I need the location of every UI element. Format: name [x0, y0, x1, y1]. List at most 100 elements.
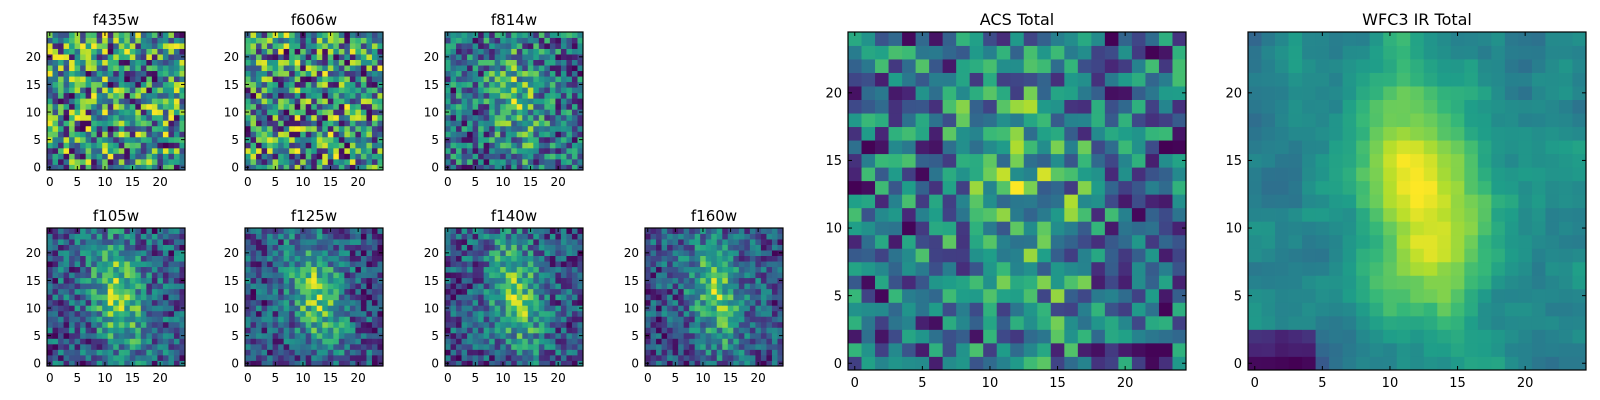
heatmap-cell [344, 266, 351, 273]
heatmap-cell [527, 310, 534, 317]
heatmap-cell [744, 327, 751, 334]
heatmap-cell [902, 180, 916, 195]
x-tick-label: 15 [723, 371, 738, 385]
heatmap-cell [85, 65, 92, 72]
heatmap-cell [349, 343, 356, 350]
axes-frame [444, 31, 584, 171]
heatmap-cell [58, 87, 64, 94]
heatmap-cell [450, 261, 457, 268]
heatmap-cell [360, 239, 367, 245]
heatmap-cell [571, 250, 578, 256]
heatmap-cell [577, 37, 584, 44]
heatmap-cell [549, 87, 556, 94]
heatmap-cell [305, 255, 312, 262]
heatmap-cell [256, 59, 262, 66]
heatmap-cell [494, 266, 501, 273]
heatmap-cell [645, 343, 651, 350]
heatmap-cell [511, 316, 518, 323]
heatmap-cell [146, 142, 153, 149]
heatmap-cell [456, 142, 462, 149]
heatmap-cell [366, 255, 373, 262]
heatmap-cell [1010, 180, 1025, 195]
heatmap-cell [483, 103, 490, 110]
heatmap-cell [305, 48, 312, 55]
heatmap-cell [179, 343, 186, 350]
heatmap-cell [956, 315, 971, 330]
heatmap-cell [456, 164, 462, 171]
heatmap-cell [705, 228, 712, 234]
heatmap-cell [755, 305, 762, 312]
heatmap-cell [478, 59, 485, 66]
heatmap-cell [727, 250, 734, 256]
heatmap-cell [344, 228, 351, 234]
heatmap-cell [135, 54, 142, 60]
heatmap-cell [63, 261, 70, 268]
axes-frame [444, 227, 584, 367]
heatmap-cell [261, 131, 268, 138]
heatmap-cell [722, 294, 729, 301]
heatmap-cell [135, 153, 142, 160]
heatmap-cell [861, 329, 876, 344]
heatmap-cell [349, 305, 356, 312]
heatmap-cell [494, 81, 501, 88]
heatmap-cell [118, 59, 125, 66]
heatmap-cell [333, 92, 340, 99]
heatmap-cell [179, 98, 186, 105]
heatmap-cell [505, 305, 512, 312]
heatmap-cell [656, 283, 662, 290]
heatmap-cell [533, 48, 540, 55]
heatmap-cell [571, 92, 578, 99]
heatmap-cell [74, 131, 81, 138]
heatmap-cell [305, 310, 312, 317]
heatmap-cell [522, 37, 529, 44]
heatmap-cell [283, 54, 290, 60]
heatmap-cell [333, 349, 340, 356]
heatmap-cell [267, 136, 273, 143]
heatmap-cell [360, 244, 367, 251]
heatmap-cell [571, 142, 578, 149]
heatmap-cell [118, 125, 125, 132]
heatmap-cell [316, 81, 323, 88]
x-tick-label: 0 [444, 371, 452, 385]
y-tick-label: 10 [424, 105, 439, 119]
heatmap-cell [124, 332, 131, 339]
heatmap-cell [522, 360, 529, 367]
heatmap-cell [146, 272, 153, 279]
heatmap-cell [700, 321, 707, 328]
heatmap-cell [135, 48, 142, 55]
heatmap-cell [58, 250, 64, 256]
heatmap-cell [107, 131, 114, 138]
heatmap-cell [179, 266, 186, 273]
heatmap-cell [168, 76, 175, 83]
heatmap-cell [261, 81, 268, 88]
heatmap-cell [533, 272, 540, 279]
heatmap-cell [661, 261, 668, 268]
heatmap-cell [69, 283, 75, 290]
heatmap-cell [311, 288, 318, 295]
heatmap-cell [129, 59, 136, 66]
heatmap-cell [146, 125, 153, 132]
heatmap-cell [146, 294, 153, 301]
heatmap-cell [544, 299, 551, 306]
heatmap-cell [261, 255, 268, 262]
heatmap-cell [500, 147, 507, 154]
heatmap-cell [283, 92, 290, 99]
heatmap-cell [450, 76, 457, 83]
heatmap-cell [494, 65, 501, 72]
heatmap-cell [146, 114, 153, 121]
heatmap-cell [168, 164, 175, 171]
heatmap-cell [327, 59, 334, 66]
heatmap-cell [461, 255, 468, 262]
heatmap-cell [505, 277, 512, 284]
heatmap-cell [522, 277, 529, 284]
heatmap-cell [467, 120, 473, 127]
heatmap-cell [461, 272, 468, 279]
heatmap-cell [500, 114, 507, 121]
heatmap-cell [344, 283, 351, 290]
heatmap-cell [107, 360, 114, 367]
heatmap-cell [173, 332, 180, 339]
heatmap-cell [661, 338, 668, 345]
heatmap-cell [560, 338, 567, 345]
heatmap-cell [727, 299, 734, 306]
heatmap-cell [942, 234, 957, 249]
